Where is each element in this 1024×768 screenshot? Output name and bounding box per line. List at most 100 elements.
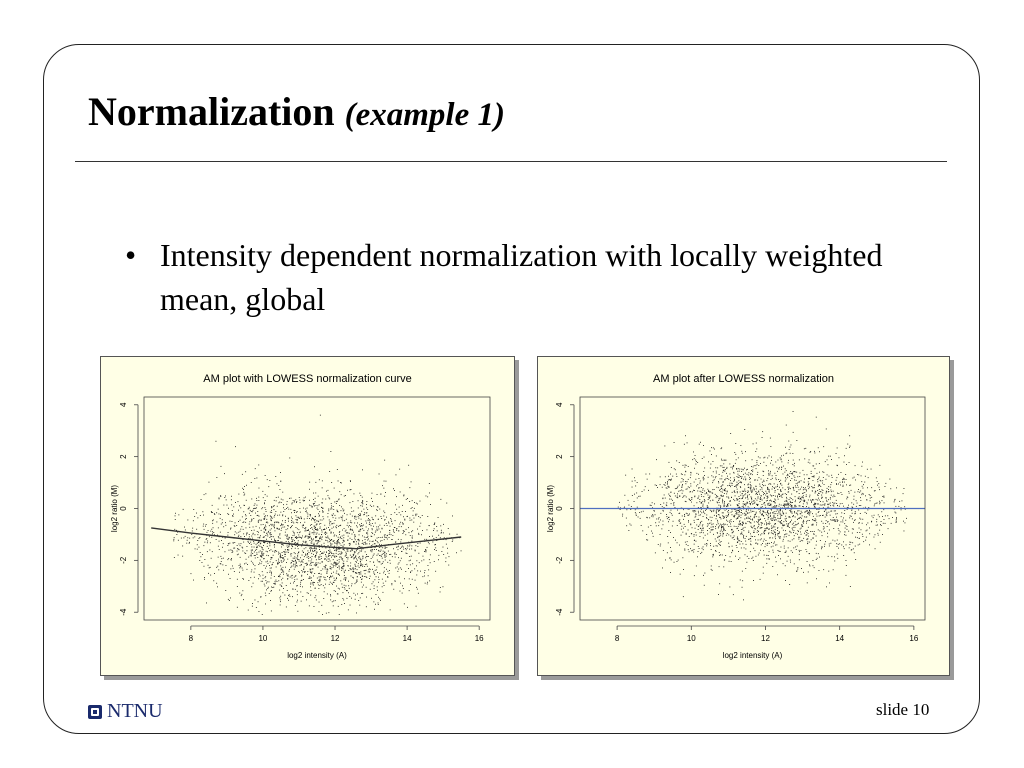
data-point — [209, 549, 211, 551]
data-point — [389, 609, 391, 611]
data-point — [280, 529, 282, 531]
data-point — [830, 489, 832, 491]
data-point — [666, 505, 668, 507]
data-point — [341, 604, 343, 605]
data-point — [173, 538, 175, 540]
data-point — [331, 514, 333, 516]
data-point — [834, 510, 836, 512]
data-point — [716, 495, 718, 497]
data-point — [806, 534, 808, 536]
data-point — [819, 504, 821, 506]
data-point — [367, 571, 369, 573]
data-point — [737, 527, 739, 529]
data-point — [266, 582, 267, 584]
data-point — [345, 579, 347, 580]
data-point — [277, 496, 279, 498]
data-point — [291, 545, 293, 547]
data-point — [634, 477, 635, 479]
data-point — [269, 542, 270, 543]
data-point — [792, 473, 793, 475]
data-point — [257, 557, 259, 558]
data-point — [740, 547, 742, 549]
data-point — [325, 536, 327, 538]
data-point — [406, 516, 408, 517]
data-point — [398, 568, 400, 570]
data-point — [721, 459, 723, 461]
data-point — [360, 581, 362, 583]
data-point — [763, 533, 765, 535]
data-point — [357, 563, 359, 565]
data-point — [678, 513, 680, 514]
data-point — [394, 552, 396, 554]
data-point — [806, 503, 808, 505]
data-point — [349, 604, 351, 606]
data-point — [355, 535, 356, 537]
data-point — [341, 506, 342, 508]
data-point — [310, 562, 312, 564]
data-point — [753, 517, 755, 519]
data-point — [800, 501, 801, 503]
data-point — [230, 568, 232, 570]
data-point — [782, 563, 784, 565]
data-point — [766, 524, 767, 526]
data-point — [442, 586, 444, 588]
data-point — [798, 498, 800, 500]
data-point — [174, 528, 176, 530]
data-point — [347, 532, 349, 534]
data-point — [271, 507, 273, 509]
data-point — [809, 494, 811, 496]
data-point — [389, 554, 391, 555]
data-point — [277, 563, 279, 565]
data-point — [707, 506, 709, 508]
data-point — [387, 534, 388, 536]
data-point — [732, 537, 734, 538]
data-point — [231, 550, 233, 551]
data-point — [371, 506, 373, 507]
data-point — [748, 530, 750, 532]
data-point — [320, 537, 322, 539]
data-point — [221, 522, 223, 524]
data-point — [265, 529, 267, 531]
data-point — [341, 518, 343, 520]
data-point — [363, 536, 365, 538]
data-point — [342, 559, 343, 561]
data-point — [855, 505, 857, 507]
data-point — [832, 519, 834, 521]
data-point — [828, 499, 829, 501]
data-point — [177, 539, 179, 541]
data-point — [249, 521, 251, 523]
data-point — [761, 523, 763, 524]
data-point — [784, 507, 786, 509]
data-point — [344, 512, 345, 514]
data-point — [361, 559, 363, 561]
data-point — [439, 591, 441, 593]
data-point — [721, 525, 722, 527]
data-point — [668, 493, 670, 495]
data-point — [408, 464, 410, 466]
data-point — [773, 487, 775, 488]
data-point — [807, 485, 809, 487]
data-point — [362, 557, 364, 559]
data-point — [273, 544, 275, 546]
data-point — [315, 554, 317, 556]
data-point — [411, 570, 413, 572]
data-point — [334, 561, 336, 563]
data-point — [364, 566, 366, 567]
data-point — [298, 532, 300, 534]
data-point — [271, 572, 272, 574]
data-point — [665, 559, 666, 561]
data-point — [850, 541, 852, 543]
data-point — [760, 538, 762, 540]
data-point — [722, 500, 724, 501]
data-point — [375, 603, 376, 605]
data-point — [697, 497, 699, 499]
data-point — [400, 514, 402, 516]
data-point — [256, 547, 257, 548]
data-point — [417, 546, 419, 547]
data-point — [248, 512, 250, 514]
data-point — [319, 523, 320, 525]
data-point — [780, 490, 782, 492]
data-point — [779, 532, 780, 534]
data-point — [304, 536, 306, 538]
data-point — [844, 534, 845, 536]
